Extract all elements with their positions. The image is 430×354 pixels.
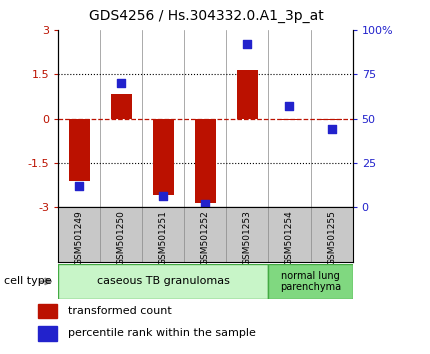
Text: transformed count: transformed count [68, 306, 172, 316]
Text: cell type: cell type [4, 276, 52, 286]
Bar [38, 326, 57, 341]
Point [202, 201, 209, 206]
Text: caseous TB granulomas: caseous TB granulomas [97, 276, 230, 286]
Point [328, 126, 335, 132]
Bar [111, 93, 132, 119]
Text: normal lung
parenchyma: normal lung parenchyma [280, 270, 341, 292]
Point [76, 183, 83, 189]
Bar [268, 264, 353, 299]
Bar [38, 304, 57, 319]
Text: GDS4256 / Hs.304332.0.A1_3p_at: GDS4256 / Hs.304332.0.A1_3p_at [89, 9, 324, 23]
Text: GSM501253: GSM501253 [243, 210, 252, 265]
Bar [321, 119, 342, 120]
Point [118, 80, 125, 86]
Text: GSM501252: GSM501252 [201, 210, 210, 264]
Text: GSM501254: GSM501254 [285, 210, 294, 264]
Text: GSM501251: GSM501251 [159, 210, 168, 265]
Text: GSM501250: GSM501250 [117, 210, 126, 265]
Point [286, 103, 293, 109]
Text: GSM501255: GSM501255 [327, 210, 336, 265]
Bar [195, 119, 216, 202]
Point [244, 41, 251, 47]
Bar [153, 119, 174, 195]
Text: GSM501249: GSM501249 [74, 210, 83, 264]
Point [160, 194, 167, 199]
Bar [68, 119, 89, 181]
Bar [237, 70, 258, 119]
Bar [58, 264, 268, 299]
Text: percentile rank within the sample: percentile rank within the sample [68, 328, 256, 338]
Bar [279, 119, 300, 120]
